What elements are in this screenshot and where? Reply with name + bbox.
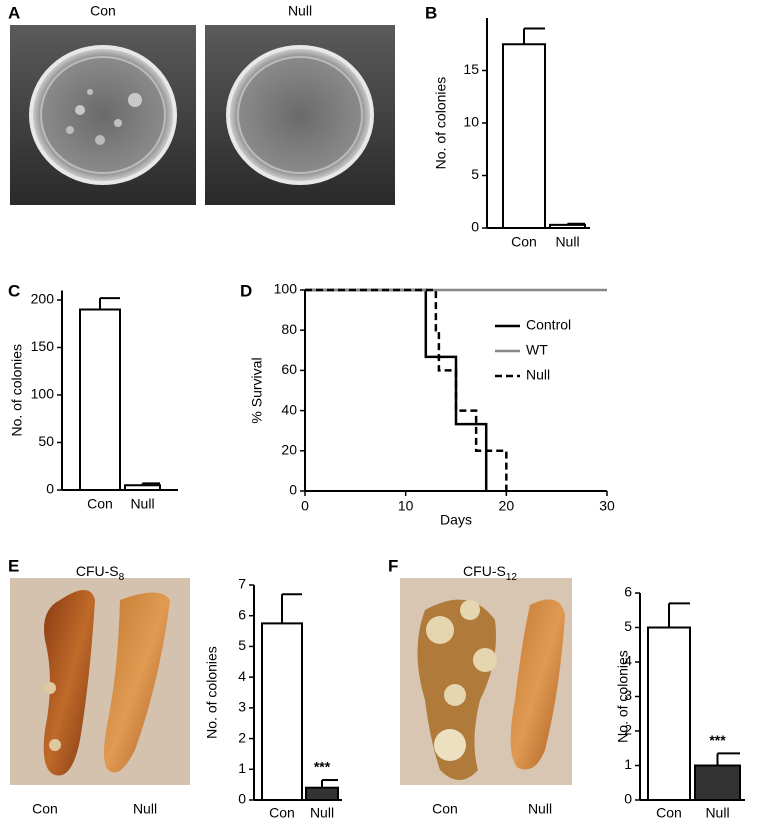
y-tick-label: 4 <box>624 653 632 669</box>
y-tick-label: 3 <box>624 687 632 703</box>
y-tick-label: 0 <box>624 791 632 807</box>
y-tick-label: 2 <box>238 729 246 745</box>
x-axis-label: Days <box>440 512 472 528</box>
y-tick-label: 20 <box>281 442 297 458</box>
y-tick-label: 0 <box>46 481 54 497</box>
annotation: *** <box>709 732 726 748</box>
panel-label: E <box>8 556 19 575</box>
y-tick-label: 1 <box>624 756 632 772</box>
bar <box>79 308 121 491</box>
x-tick-label: 20 <box>499 498 515 514</box>
survival-line <box>305 288 488 491</box>
legend-label: WT <box>526 342 548 358</box>
title-text: CFU-S <box>76 563 119 579</box>
photo <box>400 578 572 785</box>
x-tick-label: Con <box>656 805 682 821</box>
bar <box>647 626 691 801</box>
photo-title: CFU-S8 <box>76 563 125 583</box>
x-tick-label: Con <box>269 805 295 821</box>
y-tick-label: 1 <box>238 760 246 776</box>
legend-label: Null <box>526 367 550 383</box>
y-tick-label: 150 <box>31 338 55 354</box>
y-tick-label: 2 <box>624 722 632 738</box>
y-tick-label: 5 <box>624 618 632 634</box>
y-tick-label: 0 <box>289 482 297 498</box>
y-tick-label: 6 <box>624 584 632 600</box>
photo <box>10 25 196 205</box>
y-axis-label: No. of colonies <box>615 650 631 743</box>
photo-label: Null <box>528 801 552 817</box>
y-tick-label: 5 <box>471 166 479 182</box>
title-text: CFU-S <box>463 563 506 579</box>
x-tick-label: Null <box>310 805 334 821</box>
panel-label: D <box>240 281 252 300</box>
annotation: *** <box>314 759 331 775</box>
bar <box>694 764 741 801</box>
x-tick-label: Null <box>555 234 579 250</box>
y-tick-label: 3 <box>238 699 246 715</box>
y-axis-label: No. of colonies <box>9 344 25 437</box>
x-tick-label: Con <box>511 234 537 250</box>
title-subscript: 8 <box>119 572 125 583</box>
y-tick-label: 50 <box>38 433 54 449</box>
photo-label: Null <box>288 3 312 19</box>
x-tick-label: 10 <box>398 498 414 514</box>
y-tick-label: 6 <box>238 606 246 622</box>
y-tick-label: 15 <box>463 61 479 77</box>
legend-label: Control <box>526 317 571 333</box>
photo-label: Con <box>32 801 58 817</box>
y-axis-label: No. of colonies <box>204 646 220 739</box>
photo-label: Con <box>432 801 458 817</box>
photo-label: Con <box>90 3 116 19</box>
y-tick-label: 10 <box>463 114 479 130</box>
y-tick-label: 40 <box>281 401 297 417</box>
x-tick-label: Con <box>87 496 113 512</box>
y-tick-label: 80 <box>281 321 297 337</box>
panel-label: B <box>425 3 437 22</box>
bar <box>261 622 303 802</box>
x-tick-label: Null <box>130 496 154 512</box>
panel-label: A <box>8 3 20 22</box>
photo-label: Null <box>133 801 157 817</box>
y-axis-label: % Survival <box>249 357 265 423</box>
y-tick-label: 200 <box>31 291 55 307</box>
bar <box>502 43 546 229</box>
y-tick-label: 60 <box>281 361 297 377</box>
bar <box>305 786 339 802</box>
title-subscript: 12 <box>506 572 518 583</box>
y-tick-label: 5 <box>238 637 246 653</box>
y-tick-label: 100 <box>31 386 55 402</box>
panel-label: C <box>8 281 20 300</box>
panel-label: F <box>388 556 398 575</box>
photo-title: CFU-S12 <box>463 563 517 583</box>
y-tick-label: 4 <box>238 668 246 684</box>
photo <box>205 25 395 205</box>
y-axis-label: No. of colonies <box>433 77 449 170</box>
x-tick-label: Null <box>705 805 729 821</box>
x-tick-label: 0 <box>301 498 309 514</box>
y-tick-label: 100 <box>274 281 298 297</box>
survival-line <box>305 288 508 491</box>
photo <box>10 578 190 785</box>
x-tick-label: 30 <box>599 498 615 514</box>
y-tick-label: 7 <box>238 576 246 592</box>
y-tick-label: 0 <box>238 791 246 807</box>
y-tick-label: 0 <box>471 219 479 235</box>
